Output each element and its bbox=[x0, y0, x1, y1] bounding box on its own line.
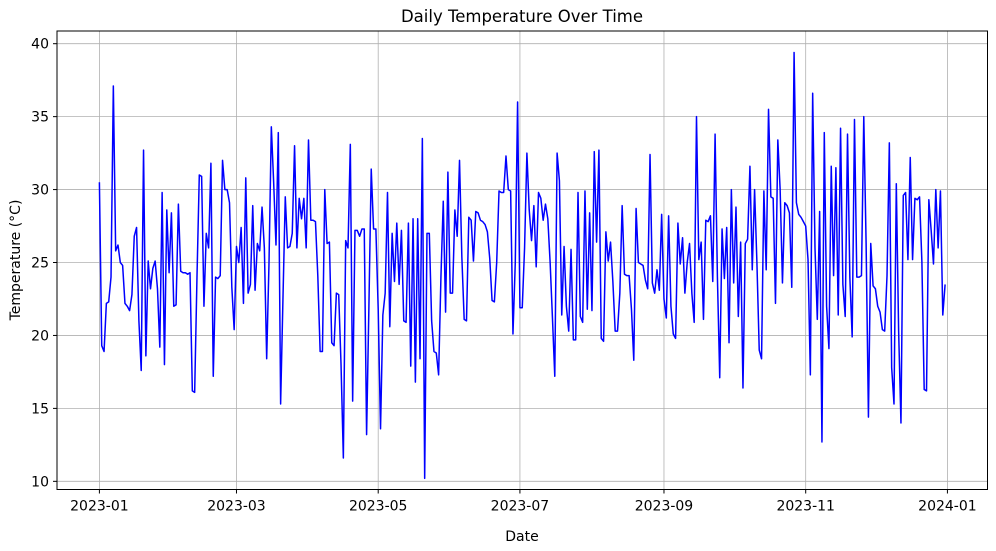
x-axis-label: Date bbox=[505, 529, 538, 545]
x-tick-label: 2023-03 bbox=[207, 499, 266, 515]
y-tick-label: 40 bbox=[31, 37, 49, 53]
y-tick-label: 25 bbox=[31, 256, 49, 272]
y-tick-label: 20 bbox=[31, 328, 49, 344]
x-tick-label: 2023-09 bbox=[635, 499, 694, 515]
x-tick-label: 2023-05 bbox=[349, 499, 408, 515]
plot-area: 2023-01 2023-03 2023-05 2023-07 2023-09 2023-… bbox=[31, 30, 988, 515]
y-tick-label: 35 bbox=[31, 110, 49, 126]
temperature-series-line bbox=[98, 51, 946, 480]
chart-title: Daily Temperature Over Time bbox=[401, 7, 643, 26]
y-tick-label: 30 bbox=[31, 183, 49, 199]
x-tick-label: 2023-01 bbox=[70, 499, 129, 515]
axes-frame bbox=[56, 30, 988, 490]
y-tick-label: 15 bbox=[31, 401, 49, 417]
x-tick-label: 2024-01 bbox=[918, 499, 977, 515]
y-tick-label: 10 bbox=[31, 474, 49, 490]
y-axis-label: Temperature (°C) bbox=[8, 200, 24, 322]
x-tick-label: 2023-11 bbox=[776, 499, 835, 515]
x-tick-label: 2023-07 bbox=[491, 499, 550, 515]
